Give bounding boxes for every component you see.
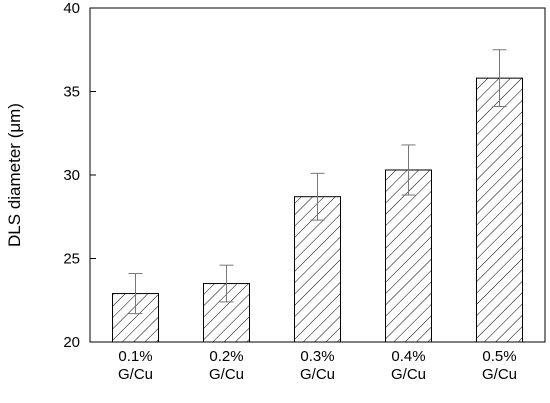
y-tick-label: 35 (63, 84, 80, 101)
error-bars (128, 49, 507, 315)
y-tick-label: 30 (63, 167, 80, 184)
x-tick-label: 0.2% (209, 348, 243, 365)
y-axis-label: DLS diameter (μm) (5, 103, 24, 247)
x-tick-label: G/Cu (391, 366, 426, 383)
x-axis-ticks: 0.1%G/Cu0.2%G/Cu0.3%G/Cu0.4%G/Cu0.5%G/Cu (118, 336, 517, 383)
y-axis-ticks: 20 25 30 35 40 (63, 0, 96, 351)
x-tick-label: G/Cu (209, 366, 244, 383)
x-tick-label: 0.1% (118, 348, 152, 365)
x-tick-label: G/Cu (118, 366, 153, 383)
x-tick-label: 0.4% (391, 348, 425, 365)
x-tick-label: G/Cu (300, 366, 335, 383)
x-tick-label: 0.5% (482, 348, 516, 365)
y-tick-label: 25 (63, 251, 80, 268)
bar (385, 169, 432, 343)
bar (476, 77, 523, 343)
y-tick-label: 40 (63, 0, 80, 17)
y-tick-label: 20 (63, 334, 80, 351)
x-tick-label: G/Cu (482, 366, 517, 383)
bar (294, 196, 341, 343)
x-tick-label: 0.3% (300, 348, 334, 365)
